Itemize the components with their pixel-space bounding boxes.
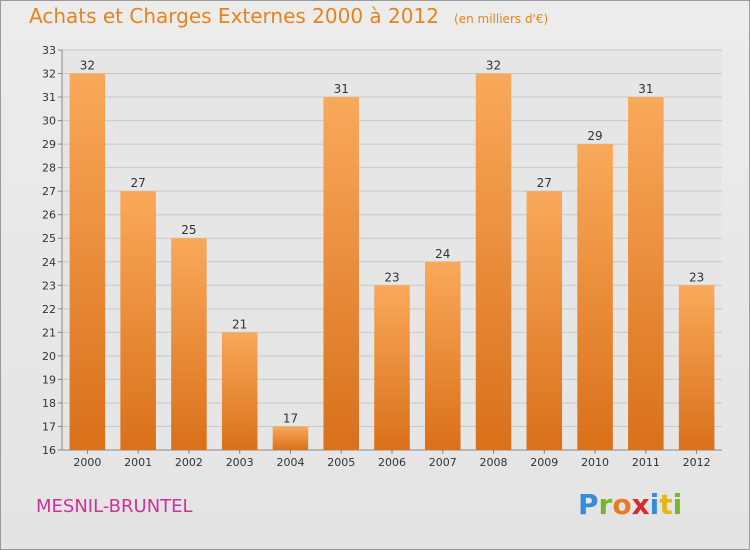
logo-letter: x xyxy=(631,488,650,521)
bar-value-label: 27 xyxy=(537,176,552,190)
bar xyxy=(374,285,410,450)
x-tick-label: 2009 xyxy=(530,456,558,469)
x-tick-label: 2010 xyxy=(581,456,609,469)
bar-value-label: 32 xyxy=(486,59,501,73)
y-tick-label: 22 xyxy=(42,303,56,316)
y-tick-label: 27 xyxy=(42,185,56,198)
x-tick-label: 2011 xyxy=(632,456,660,469)
y-tick-label: 32 xyxy=(42,68,56,81)
y-tick-label: 28 xyxy=(42,162,56,175)
bar xyxy=(628,97,664,450)
bar xyxy=(323,97,359,450)
y-tick-label: 30 xyxy=(42,115,56,128)
commune-name: MESNIL-BRUNTEL xyxy=(36,496,193,517)
x-tick-label: 2005 xyxy=(327,456,355,469)
y-tick-label: 25 xyxy=(42,232,56,245)
bar xyxy=(69,73,106,450)
chart-title: Achats et Charges Externes 2000 à 2012 xyxy=(29,4,439,28)
bar-value-label: 23 xyxy=(689,270,704,284)
bar xyxy=(475,73,512,450)
x-tick-label: 2006 xyxy=(378,456,406,469)
bar-value-label: 27 xyxy=(131,176,146,190)
bar xyxy=(577,144,613,450)
bar-value-label: 21 xyxy=(232,317,247,331)
bar-value-label: 24 xyxy=(435,247,450,261)
y-tick-label: 21 xyxy=(42,326,56,339)
x-tick-label: 2004 xyxy=(276,456,304,469)
bar-value-label: 32 xyxy=(80,59,95,73)
logo-letter: P xyxy=(578,488,599,521)
x-tick-label: 2008 xyxy=(480,456,508,469)
proxiti-logo: Proxiti xyxy=(578,488,682,521)
logo-letter: o xyxy=(612,488,632,521)
bar xyxy=(272,426,309,450)
bar-value-label: 23 xyxy=(384,270,399,284)
bar xyxy=(221,332,258,450)
x-tick-label: 2002 xyxy=(175,456,203,469)
bar-value-label: 17 xyxy=(283,411,298,425)
y-tick-label: 18 xyxy=(42,397,56,410)
y-tick-label: 26 xyxy=(42,209,56,222)
logo-letter: i xyxy=(649,488,660,521)
bar-value-label: 29 xyxy=(587,129,602,143)
x-tick-label: 2007 xyxy=(429,456,457,469)
bar-value-label: 25 xyxy=(181,223,196,237)
bar-value-label: 31 xyxy=(334,82,349,96)
bar xyxy=(171,238,207,450)
logo-letter: i xyxy=(672,488,683,521)
y-tick-label: 16 xyxy=(42,444,56,457)
y-tick-label: 19 xyxy=(42,373,56,386)
unit-note: (en milliers d'€) xyxy=(454,12,549,26)
y-tick-label: 17 xyxy=(42,420,56,433)
bar xyxy=(678,285,715,450)
y-tick-label: 33 xyxy=(42,44,56,57)
x-tick-label: 2003 xyxy=(226,456,254,469)
x-tick-label: 2000 xyxy=(73,456,101,469)
x-tick-label: 2012 xyxy=(683,456,711,469)
x-tick-label: 2001 xyxy=(124,456,152,469)
logo-letter: t xyxy=(659,488,673,521)
y-tick-label: 29 xyxy=(42,138,56,151)
y-tick-label: 31 xyxy=(42,91,56,104)
y-tick-label: 20 xyxy=(42,350,56,363)
bar xyxy=(526,191,563,451)
logo-letter: r xyxy=(598,488,613,521)
y-tick-label: 23 xyxy=(42,279,56,292)
bar xyxy=(120,191,156,451)
title-row: Achats et Charges Externes 2000 à 2012 (… xyxy=(29,4,548,28)
y-tick-label: 24 xyxy=(42,256,56,269)
bar xyxy=(425,261,461,450)
bar-value-label: 31 xyxy=(638,82,653,96)
